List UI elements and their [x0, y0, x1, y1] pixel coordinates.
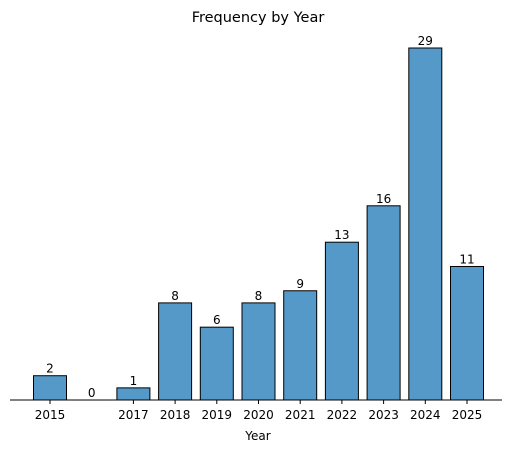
data-label-2015: 2	[46, 362, 54, 376]
bar-2024	[409, 48, 442, 400]
data-label-2025: 11	[459, 252, 474, 266]
x-tick-label-2019: 2019	[202, 408, 233, 422]
bar-2015	[34, 376, 67, 400]
x-axis-label: Year	[244, 429, 270, 443]
x-tick-label-2021: 2021	[285, 408, 316, 422]
x-tick-label-2020: 2020	[243, 408, 274, 422]
data-label-2017: 1	[130, 374, 138, 388]
bar-2019	[200, 327, 233, 400]
data-label-2021: 9	[296, 277, 304, 291]
bar-2021	[284, 291, 317, 400]
x-tick-label-2018: 2018	[160, 408, 191, 422]
x-tick-label-2024: 2024	[410, 408, 441, 422]
bar-2022	[325, 242, 358, 400]
data-label-2020: 8	[255, 289, 263, 303]
data-label-2023: 16	[376, 192, 391, 206]
data-label-2018: 8	[171, 289, 179, 303]
bar-2017	[117, 388, 150, 400]
data-label-2024: 29	[418, 34, 433, 48]
bar-2023	[367, 206, 400, 400]
x-tick-group: 2015 2017 2018 2019 2020 2021 2022 2023 2024 2025	[35, 400, 483, 422]
x-tick-label-2015: 2015	[35, 408, 66, 422]
data-label-2022: 13	[334, 228, 349, 242]
bar-2018	[159, 303, 192, 400]
bar-2025	[451, 266, 484, 400]
x-tick-label-2023: 2023	[368, 408, 399, 422]
bar-group	[34, 48, 484, 400]
data-label-2016: 0	[88, 386, 96, 400]
x-tick-label-2025: 2025	[452, 408, 483, 422]
bar-2020	[242, 303, 275, 400]
x-tick-label-2017: 2017	[118, 408, 149, 422]
x-tick-label-2022: 2022	[327, 408, 358, 422]
data-label-2019: 6	[213, 313, 221, 327]
chart-title: Frequency by Year	[192, 10, 325, 26]
